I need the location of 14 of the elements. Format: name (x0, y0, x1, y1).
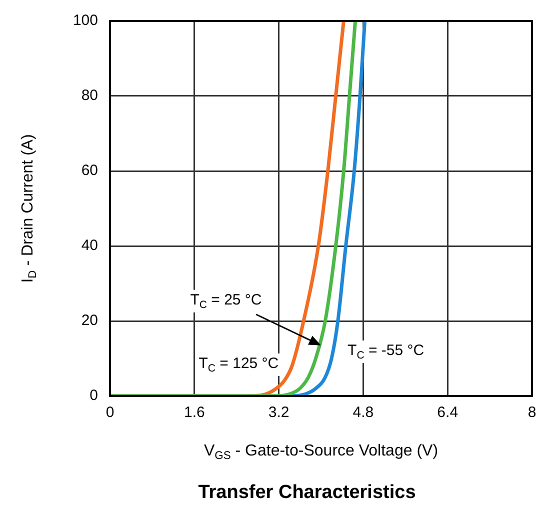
x-tick-label: 8 (528, 404, 536, 422)
x-tick-label: 0 (106, 404, 114, 422)
y-tick-label: 100 (72, 12, 98, 30)
x-tick-label: 6.4 (437, 404, 458, 422)
y-tick-label: 80 (81, 87, 98, 104)
text: Transfer Characteristics (197, 482, 417, 504)
y-tick-label: 60 (81, 162, 98, 180)
x-tick-label: 4.8 (352, 404, 374, 422)
y-axis-title: ID - Drain Current (A) (19, 134, 39, 283)
x-tick-label: 3.2 (268, 404, 290, 422)
y-tick-label: 20 (81, 312, 98, 330)
y-tick-label: 0 (90, 387, 98, 404)
x-tick-label: 1.6 (184, 404, 205, 422)
y-tick-label: 40 (81, 237, 98, 254)
